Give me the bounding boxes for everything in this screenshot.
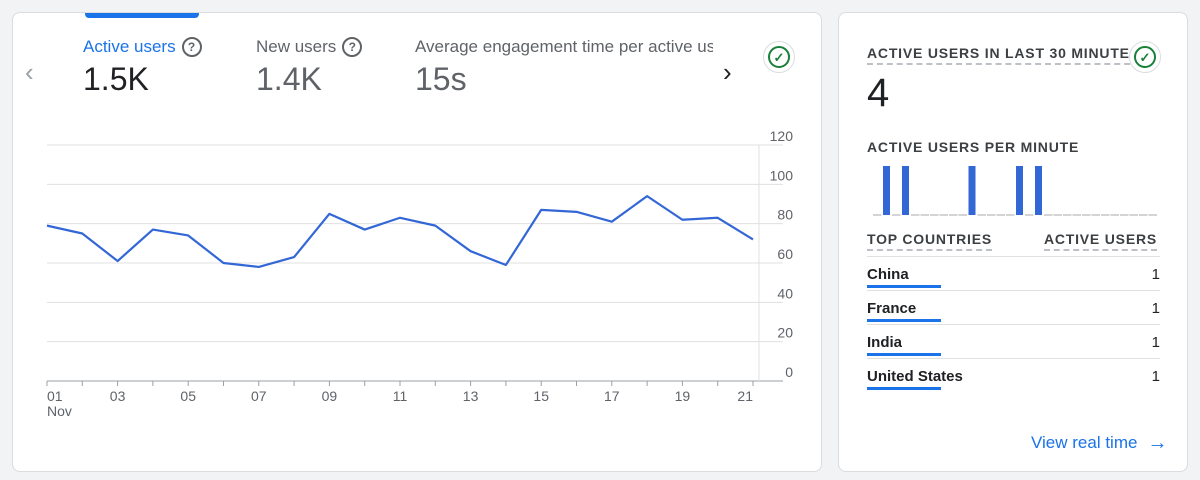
metric-label: Average engagement time per active user (415, 37, 713, 56)
country-value: 1 (1151, 300, 1160, 317)
y-tick-label: 60 (777, 246, 793, 262)
metric-tab-engagement-time[interactable]: Average engagement time per active user … (415, 37, 713, 98)
table-row: United States 1 (867, 358, 1160, 392)
x-tick-label: 07 (251, 388, 267, 404)
x-tick-label: 09 (322, 388, 338, 404)
realtime-count: 4 (867, 71, 890, 115)
view-real-time-label: View real time (1031, 433, 1138, 452)
data-quality-badge[interactable]: ✓ (763, 41, 795, 73)
table-row: China 1 (867, 256, 1160, 290)
x-tick-label: 21 (737, 388, 753, 404)
active-tab-indicator (85, 13, 199, 18)
minute-bar[interactable] (883, 166, 890, 215)
metric-tab-new-users[interactable]: New users ? 1.4K (256, 37, 363, 98)
table-row: India 1 (867, 324, 1160, 358)
x-tick-label: 17 (604, 388, 620, 404)
data-quality-badge[interactable]: ✓ (1129, 41, 1161, 73)
metric-label: Active users (83, 37, 176, 56)
help-icon[interactable]: ? (342, 37, 363, 57)
active-users-header[interactable]: ACTIVE USERS (1043, 231, 1157, 251)
minute-bar[interactable] (902, 166, 909, 215)
y-tick-label: 0 (785, 364, 793, 380)
country-value: 1 (1151, 334, 1160, 351)
view-real-time-link[interactable]: View real time → (1031, 433, 1167, 453)
x-tick-label: 15 (533, 388, 549, 404)
country-name: France (867, 300, 917, 317)
check-icon: ✓ (1134, 46, 1156, 68)
country-value: 1 (1151, 266, 1160, 283)
per-minute-bar-chart (873, 166, 1157, 216)
country-name: United States (867, 368, 963, 385)
chevron-right-icon[interactable]: › (723, 57, 732, 87)
y-tick-label: 80 (777, 207, 793, 223)
x-tick-label: 05 (180, 388, 196, 404)
y-tick-label: 40 (777, 285, 793, 301)
x-tick-label: 03 (110, 388, 126, 404)
metric-value: 1.5K (83, 61, 149, 97)
minute-bar[interactable] (968, 166, 976, 215)
x-tick-label: 11 (393, 388, 408, 404)
minute-bar[interactable] (1016, 166, 1023, 215)
series-line[interactable] (46, 195, 754, 269)
help-icon[interactable]: ? (181, 37, 202, 57)
chevron-left-icon[interactable]: ‹ (25, 57, 34, 87)
x-tick-label: 19 (675, 388, 691, 404)
realtime-title: ACTIVE USERS IN LAST 30 MINUTES (867, 45, 1140, 65)
country-name: China (867, 266, 909, 283)
metric-label: New users (256, 37, 337, 56)
y-tick-label: 20 (777, 325, 793, 341)
minute-bar[interactable] (1035, 166, 1042, 215)
country-value: 1 (1151, 368, 1160, 385)
country-share-bar (867, 285, 941, 288)
x-month-label: Nov (47, 403, 72, 419)
country-share-bar (867, 319, 941, 322)
arrow-right-icon: → (1147, 432, 1168, 454)
metric-tab-active-users[interactable]: Active users ? 1.5K (83, 37, 202, 98)
x-tick-label: 13 (463, 388, 479, 404)
check-icon: ✓ (768, 46, 790, 68)
y-tick-label: 100 (770, 167, 794, 183)
table-row: France 1 (867, 290, 1160, 324)
country-name: India (867, 334, 903, 351)
x-tick-label: 01 (47, 388, 63, 404)
realtime-card: ACTIVE USERS IN LAST 30 MINUTES ✓ 4 ACTI… (838, 12, 1188, 472)
country-share-bar (867, 387, 941, 390)
metric-value: 1.4K (256, 61, 322, 97)
country-share-bar (867, 353, 941, 356)
active-users-line-chart: 0 20 40 60 80 100 120 01 03 05 07 09 11 13 15 17 19 21 Nov (46, 128, 794, 419)
overview-card: ‹ Active users ? 1.5K New users ? 1.4K A… (12, 12, 822, 472)
top-countries-header[interactable]: TOP COUNTRIES (867, 231, 993, 251)
y-tick-label: 120 (770, 128, 794, 144)
per-minute-title: ACTIVE USERS PER MINUTE (867, 139, 1080, 155)
metric-value: 15s (415, 61, 467, 97)
country-table: China 1 France 1 India 1 United States 1 (867, 256, 1160, 392)
